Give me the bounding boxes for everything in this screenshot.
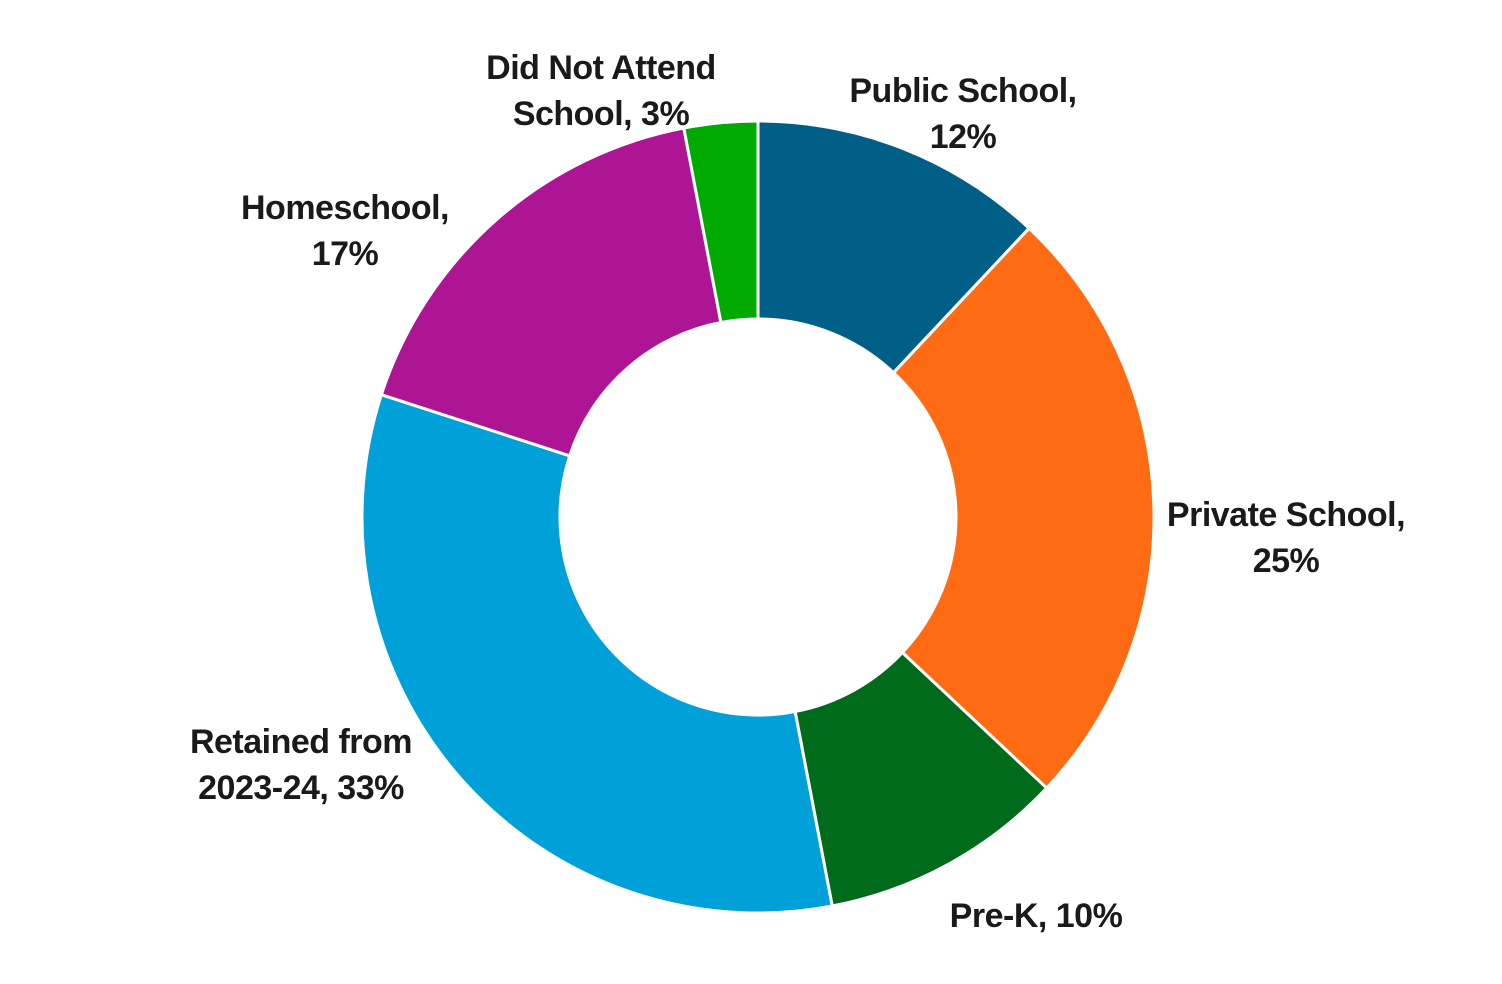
- donut-slice-did-not-attend: [682, 119, 760, 325]
- slice-label-public-school: Public School, 12%: [840, 68, 1086, 160]
- slice-label-retained: Retained from 2023-24, 33%: [176, 719, 426, 811]
- donut-slice-public-school: [756, 119, 1032, 375]
- label-line: 17%: [311, 235, 379, 273]
- donut-slice-private-school: [891, 226, 1156, 791]
- donut-slice-retained: [360, 392, 834, 915]
- label-line: Private School,: [1166, 496, 1406, 534]
- slice-label-did-not-attend: Did Not Attend School, 3%: [476, 45, 726, 137]
- slice-label-homeschool: Homeschool, 17%: [225, 185, 465, 277]
- donut-slice-homeschool: [379, 126, 723, 458]
- label-line: Pre-K, 10%: [949, 897, 1123, 935]
- label-line: 12%: [929, 118, 997, 156]
- label-line: Public School,: [849, 72, 1077, 110]
- label-line: Retained from: [189, 723, 413, 761]
- slice-label-pre-k: Pre-K, 10%: [936, 893, 1136, 939]
- donut-slice-pre-k: [793, 650, 1049, 908]
- label-line: 25%: [1252, 542, 1320, 580]
- label-line: Homeschool,: [241, 189, 449, 227]
- label-line: Did Not Attend: [486, 49, 716, 87]
- slice-label-private-school: Private School, 25%: [1160, 492, 1412, 584]
- label-line: 2023-24, 33%: [198, 769, 404, 807]
- label-line: School, 3%: [512, 95, 690, 133]
